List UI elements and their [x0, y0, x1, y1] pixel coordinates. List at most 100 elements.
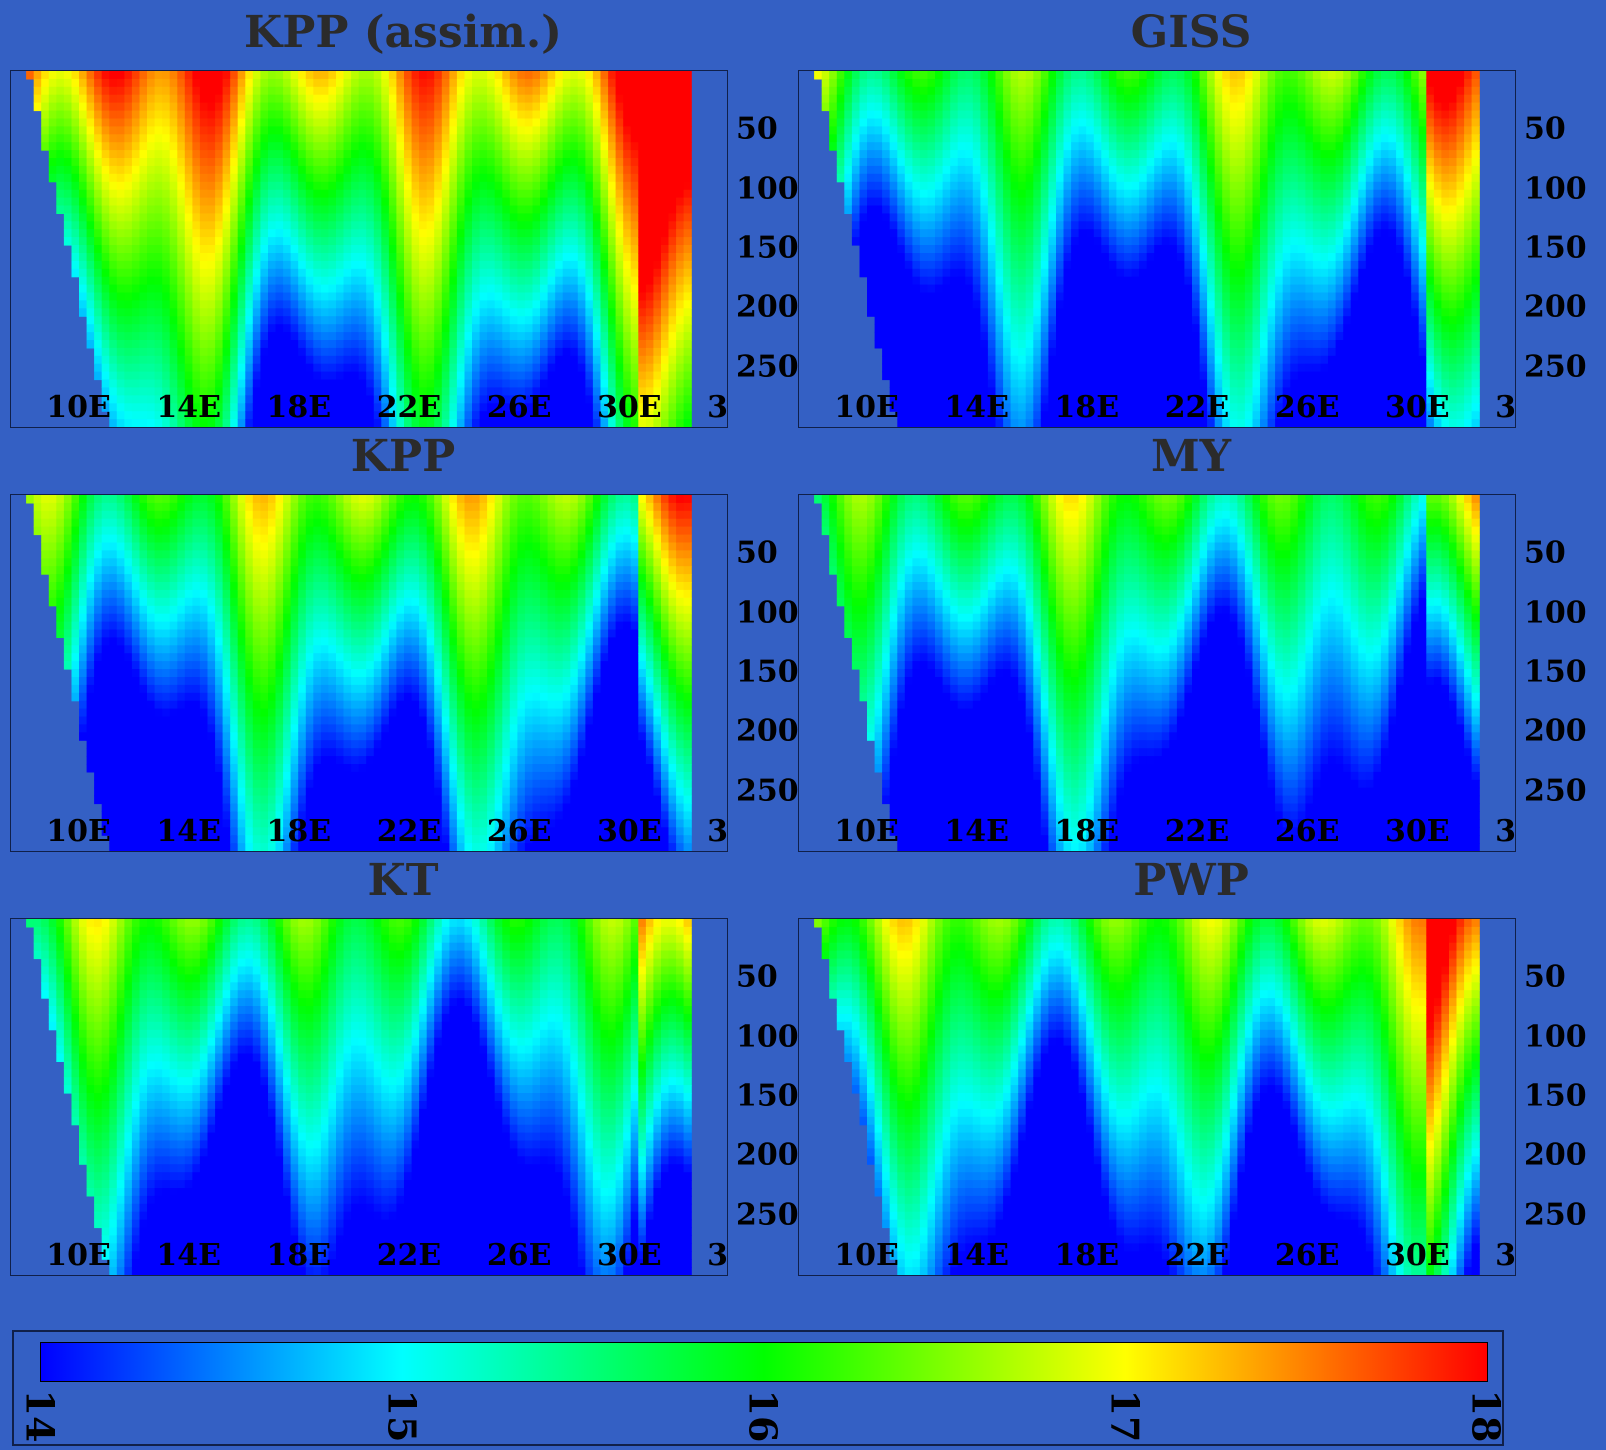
heatmap-cell: [320, 340, 330, 349]
heatmap-cell: [1003, 260, 1012, 270]
heatmap-cell: [222, 150, 231, 159]
heatmap-cell: [540, 78, 549, 88]
heatmap-cell: [268, 411, 277, 420]
heatmap-cell: [889, 78, 898, 88]
heatmap-cell: [653, 253, 662, 262]
heatmap-cell: [230, 205, 239, 214]
heatmap-cell: [987, 340, 997, 349]
heatmap-cell: [48, 158, 57, 167]
heatmap-cell: [972, 308, 981, 317]
heatmap-cell: [889, 110, 898, 120]
heatmap-cell: [131, 316, 141, 325]
heatmap-cell: [328, 181, 337, 191]
heatmap-cell: [426, 395, 435, 404]
heatmap-cell: [275, 260, 284, 270]
heatmap-cell: [139, 292, 148, 301]
heatmap-cell: [426, 213, 435, 222]
heatmap-cell: [290, 316, 299, 325]
heatmap-cell: [980, 213, 989, 222]
heatmap-cell: [199, 110, 209, 120]
heatmap-cell: [585, 292, 594, 301]
heatmap-cell: [252, 102, 261, 112]
heatmap-cell: [94, 213, 103, 222]
heatmap-cell: [592, 347, 602, 357]
heatmap-cell: [1056, 268, 1065, 278]
heatmap-cell: [290, 324, 299, 333]
heatmap-cell: [683, 371, 692, 381]
heatmap-cell: [615, 395, 624, 404]
heatmap-cell: [290, 102, 299, 112]
heatmap-cell: [124, 411, 133, 420]
heatmap-cell: [570, 284, 579, 294]
heatmap-cell: [661, 142, 670, 151]
heatmap-cell: [608, 205, 617, 214]
heatmap-cell: [555, 268, 564, 278]
heatmap-cell: [585, 324, 594, 333]
heatmap-cell: [268, 316, 277, 325]
heatmap-cell: [517, 395, 526, 404]
heatmap-cell: [215, 316, 224, 325]
heatmap-cell: [494, 229, 503, 238]
heatmap-cell: [116, 411, 125, 420]
heatmap-cell: [298, 308, 307, 317]
heatmap-cell: [426, 94, 435, 104]
heatmap-cell: [472, 253, 481, 262]
heatmap-cell: [139, 221, 148, 230]
heatmap-cell: [555, 142, 564, 151]
heatmap-cell: [661, 205, 670, 214]
heatmap-cell: [456, 340, 466, 349]
heatmap-cell: [86, 86, 95, 96]
heatmap-cell: [980, 110, 989, 120]
heatmap-cell: [290, 284, 299, 294]
heatmap-cell: [562, 355, 571, 365]
heatmap-cell: [109, 411, 118, 420]
heatmap-cell: [381, 355, 390, 365]
heatmap-cell: [215, 158, 224, 167]
heatmap-cell: [434, 173, 443, 183]
heatmap-cell: [86, 260, 95, 270]
heatmap-cell: [653, 363, 662, 373]
heatmap-cell: [897, 158, 906, 167]
heatmap-cell: [207, 245, 216, 254]
heatmap-cell: [101, 71, 110, 80]
heatmap-cell: [71, 165, 80, 175]
heatmap-cell: [972, 253, 981, 262]
heatmap-cell: [275, 245, 284, 254]
heatmap-cell: [851, 213, 861, 222]
heatmap-cell: [487, 150, 496, 159]
heatmap-cell: [222, 189, 231, 199]
heatmap-cell: [935, 276, 944, 286]
heatmap-cell: [177, 260, 186, 270]
heatmap-cell: [283, 363, 292, 373]
heatmap-cell: [381, 371, 390, 381]
heatmap-cell: [1040, 300, 1049, 309]
heatmap-cell: [645, 86, 655, 96]
heatmap-cell: [388, 78, 398, 88]
heatmap-cell: [615, 253, 624, 262]
heatmap-cell: [1033, 118, 1042, 127]
heatmap-cell: [904, 221, 913, 230]
heatmap-cell: [479, 355, 488, 365]
heatmap-cell: [275, 332, 284, 341]
heatmap-cell: [192, 165, 201, 175]
heatmap-cell: [456, 126, 466, 135]
heatmap-cell: [874, 245, 883, 254]
heatmap-cell: [668, 94, 677, 104]
heatmap-cell: [396, 229, 405, 238]
heatmap-cell: [912, 245, 921, 254]
heatmap-cell: [472, 363, 481, 373]
heatmap-cell: [592, 387, 602, 396]
heatmap-cell: [131, 213, 141, 222]
heatmap-cell: [987, 300, 997, 309]
heatmap-cell: [472, 419, 481, 427]
heatmap-cell: [957, 158, 966, 167]
heatmap-cell: [608, 276, 617, 286]
heatmap-cell: [169, 86, 178, 96]
heatmap-cell: [192, 71, 201, 80]
heatmap-cell: [479, 173, 488, 183]
heatmap-cell: [1040, 332, 1049, 341]
heatmap-cell: [63, 237, 73, 246]
heatmap-cell: [882, 245, 891, 254]
heatmap-cell: [874, 316, 883, 325]
heatmap-cell: [927, 213, 936, 222]
